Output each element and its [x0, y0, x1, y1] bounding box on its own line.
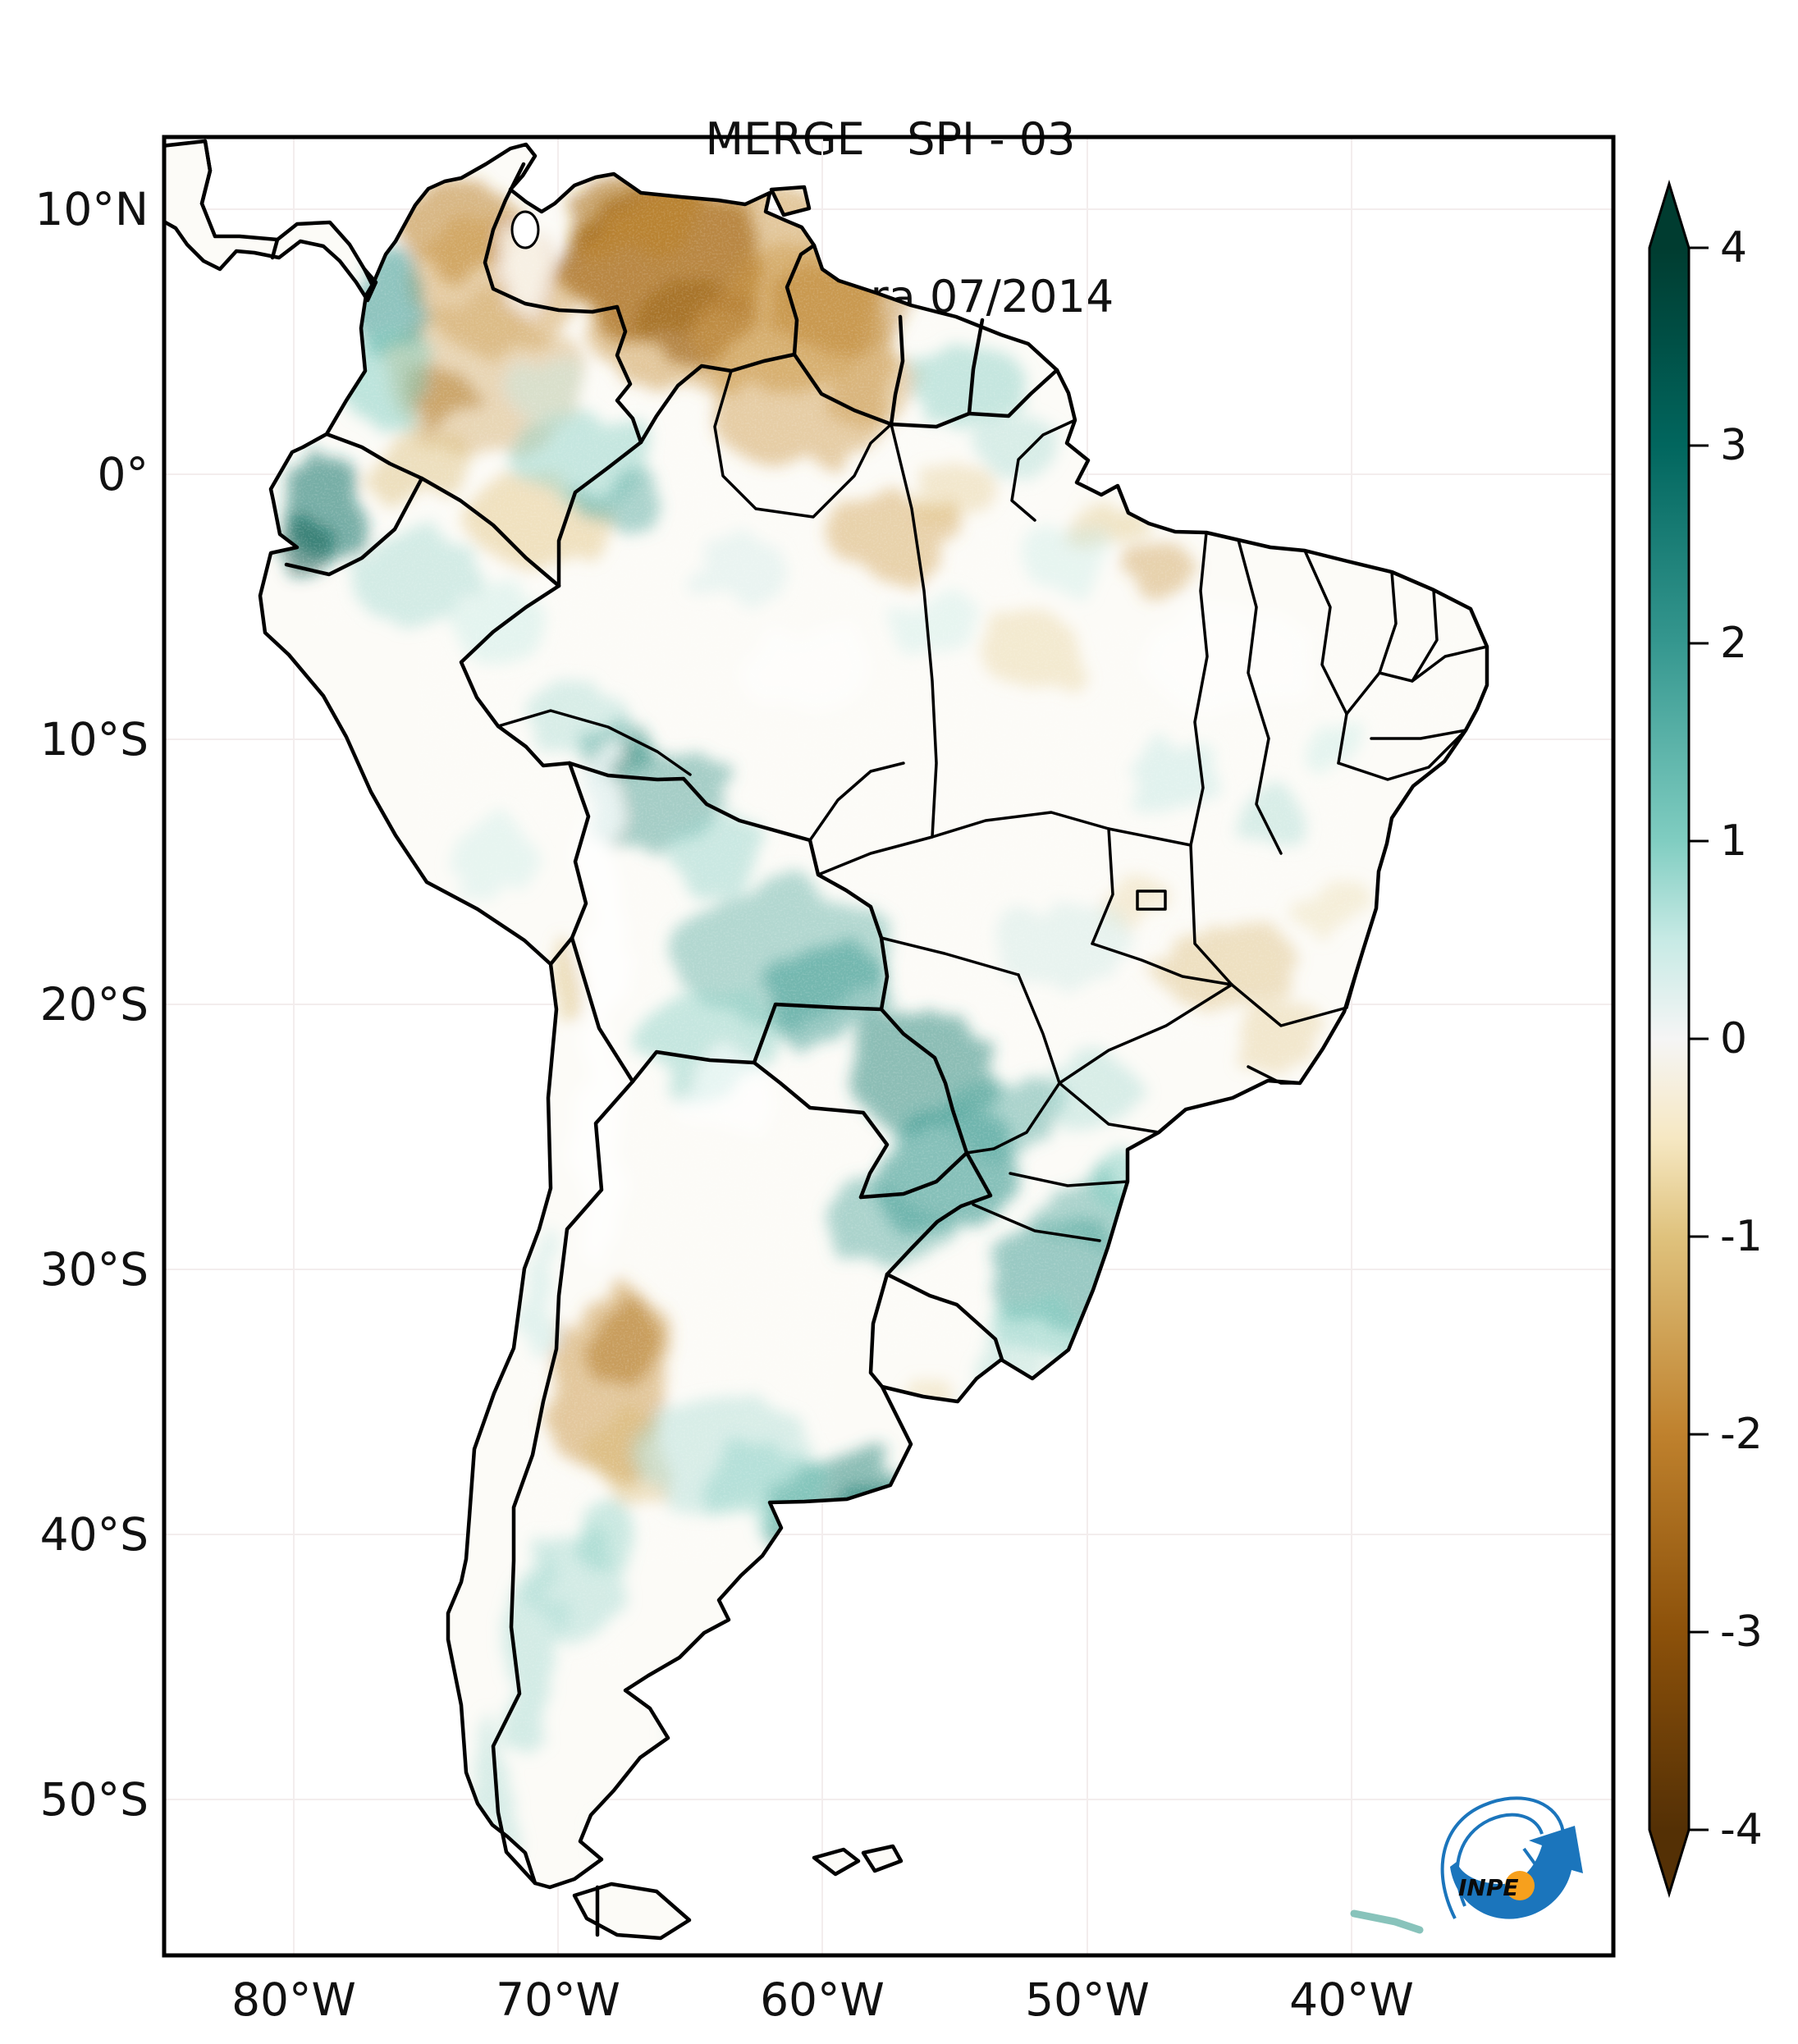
cbar-tick-4: 4 — [1720, 223, 1748, 272]
ytick-40s: 40°S — [39, 1508, 149, 1561]
cbar-tick-m4: -4 — [1720, 1805, 1763, 1854]
inpe-sun-icon — [1505, 1871, 1535, 1900]
ytick-30s: 30°S — [39, 1243, 149, 1296]
cbar-tick-3: 3 — [1720, 421, 1748, 470]
lake-maracaibo — [510, 210, 540, 249]
cbar-tick-2: 2 — [1720, 619, 1748, 668]
colorbar-gradient — [1648, 179, 1690, 1899]
xtick-50w: 50°W — [1025, 1973, 1150, 2026]
ytick-0: 0° — [97, 448, 149, 501]
cbar-tick-m3: -3 — [1720, 1607, 1763, 1657]
ytick-10s: 10°S — [39, 713, 149, 766]
inpe-logo-text: INPE — [1458, 1874, 1519, 1901]
inpe-logo: INPE — [1440, 1796, 1583, 1919]
south-america-spi-map: INPE — [162, 135, 1616, 1958]
colorbar — [1648, 179, 1709, 1899]
ytick-20s: 20°S — [39, 978, 149, 1031]
ytick-10n: 10°N — [34, 183, 149, 235]
cbar-tick-m1: -1 — [1720, 1212, 1763, 1261]
spi-raster-field — [164, 141, 1487, 1938]
cbar-tick-0: 0 — [1720, 1014, 1748, 1063]
xtick-60w: 60°W — [760, 1973, 885, 2026]
colorbar-tick-marks — [1689, 246, 1709, 1831]
ytick-50s: 50°S — [39, 1773, 149, 1826]
xtick-70w: 70°W — [496, 1973, 620, 2026]
cbar-tick-1: 1 — [1720, 816, 1748, 866]
map-frame — [162, 135, 1616, 1958]
south-georgia-raster — [1350, 1909, 1424, 1934]
cbar-tick-m2: -2 — [1720, 1410, 1763, 1459]
coastline — [164, 139, 1489, 1941]
xtick-40w: 40°W — [1289, 1973, 1414, 2026]
inpe-arrow-swoosh-icon — [1450, 1826, 1583, 1919]
xtick-80w: 80°W — [231, 1973, 356, 2026]
